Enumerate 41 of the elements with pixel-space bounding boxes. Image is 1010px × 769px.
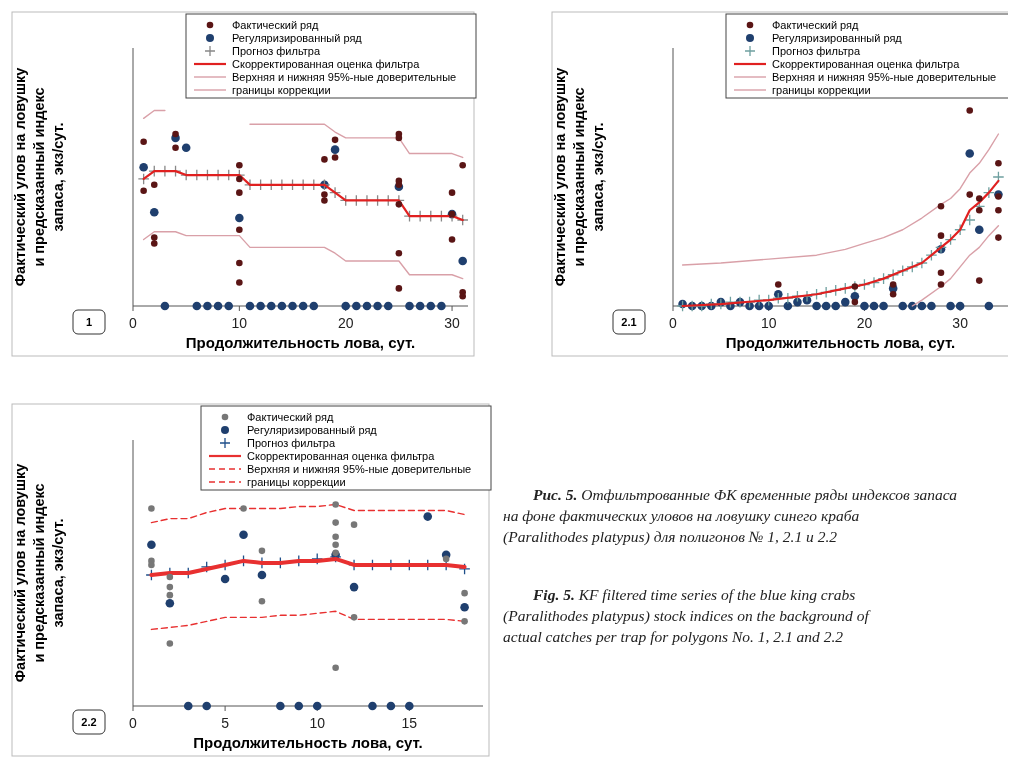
x-axis-title: Продолжительность лова, сут. [725, 334, 956, 351]
legend-label: Регуляризированный ряд [772, 32, 903, 44]
y-axis-title: Фактический улов на ловушку и предсказанный индекс запаса, экз/сут. [552, 67, 606, 287]
y-axis-title: Фактический улов на ловушку и предсказанный индекс запаса, экз/сут. [12, 463, 66, 683]
legend-label: Скорректированная оценка фильтра [772, 58, 961, 70]
text: 1 [85, 316, 93, 328]
legend-label: Регуляризированный ряд [247, 424, 378, 436]
legend-label: Верхняя и нижняя 95%-ные доверительные [232, 71, 457, 83]
x-tick-label: 30 [952, 315, 969, 331]
legend-label: Скорректированная оценка фильтра [232, 58, 421, 70]
legend-label: Прогноз фильтра [247, 437, 336, 449]
legend-label: границы коррекции [772, 84, 871, 96]
x-axis-title: Продолжительность лова, сут. [193, 734, 423, 751]
caption: Fig. 5. KF filtered time series of the blue king crabs (Paralithodes platypus) stock indices on the background of actual catches per trap for polygons No. 1, 2.1 and 2.2 [503, 586, 872, 645]
legend-label: Регуляризированный ряд [232, 32, 363, 44]
x-axis-title: Продолжительность лова, сут. [185, 334, 416, 351]
text: Рис. 5. Отфильтрованные ФК временные ряды индексов запаса на фоне фактических уловов на ловушку синего краба (Paralithodes platypus) для полигонов № 1, 2.1 и 2.2 [503, 486, 958, 546]
legend-label: границы коррекции [247, 476, 346, 488]
x-tick-label: 15 [401, 715, 418, 731]
x-tick-label: 10 [760, 315, 777, 331]
legend-label: Фактический ряд [232, 19, 320, 31]
text: 2.2 [81, 716, 97, 728]
x-tick-label: 5 [221, 715, 230, 731]
x-tick-label: 30 [444, 315, 461, 331]
legend-label: Фактический ряд [247, 411, 335, 423]
text: 2.1 [621, 316, 637, 328]
x-tick-label: 10 [309, 715, 326, 731]
legend-label: Верхняя и нижняя 95%-ные доверительные [772, 71, 997, 83]
legend-label: границы коррекции [232, 84, 331, 96]
legend-label: Верхняя и нижняя 95%-ные доверительные [247, 463, 472, 475]
legend-label: Скорректированная оценка фильтра [247, 450, 436, 462]
x-tick-label: 0 [669, 315, 678, 331]
legend-label: Прогноз фильтра [232, 45, 321, 57]
x-tick-label: 0 [129, 715, 138, 731]
legend-label: Прогноз фильтра [772, 45, 861, 57]
y-axis-title: Фактический улов на ловушку и предсказанный индекс запаса, экз/сут. [12, 67, 66, 287]
x-tick-label: 10 [231, 315, 248, 331]
legend-label: Фактический ряд [772, 19, 860, 31]
x-tick-label: 20 [337, 315, 354, 331]
x-tick-label: 20 [856, 315, 873, 331]
x-tick-label: 0 [129, 315, 138, 331]
